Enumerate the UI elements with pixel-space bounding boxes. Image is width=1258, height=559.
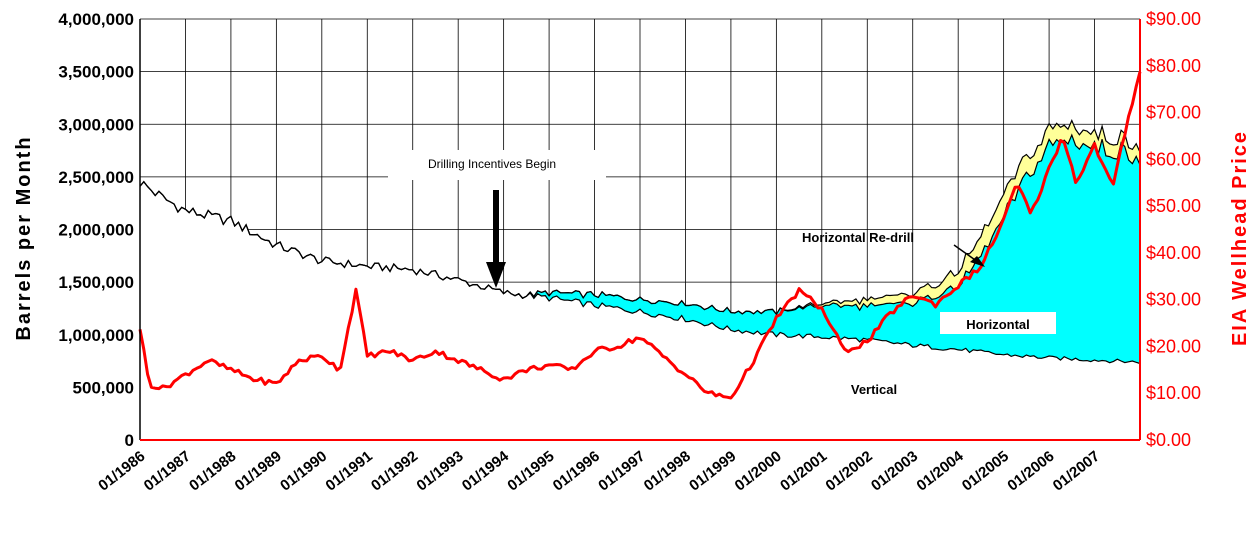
x-tick-label: 01/1992	[368, 448, 421, 495]
y2-tick-label: $10.00	[1146, 383, 1201, 403]
x-tick-label: 01/1993	[413, 448, 466, 495]
x-axis-ticks: 01/198601/198701/198801/198901/199001/19…	[95, 447, 1103, 494]
area-horizontal	[140, 135, 1140, 364]
stacked-areas	[140, 120, 1140, 440]
x-tick-label: 01/1990	[277, 448, 330, 495]
y2-tick-label: $20.00	[1146, 336, 1201, 356]
x-tick-label: 01/2004	[913, 447, 967, 494]
y-axis-ticks: 4,000,000 3,500,000 3,000,000 2,500,000 2,00…	[58, 10, 134, 450]
y-tick-label: 500,000	[73, 378, 134, 397]
x-tick-label: 01/1989	[232, 448, 285, 495]
x-tick-label: 01/2005	[959, 448, 1012, 495]
annotation-drilling-incentives: Drilling Incentives Begin	[388, 150, 606, 288]
redrill-arrow-head	[970, 256, 985, 267]
x-tick-label: 01/1987	[141, 448, 194, 495]
y-tick-label: 1,500,000	[58, 273, 134, 292]
x-tick-label: 01/1991	[323, 448, 376, 495]
x-tick-label: 01/2001	[777, 448, 830, 495]
annotation-drilling-incentives-text: Drilling Incentives Begin	[428, 157, 556, 171]
annotation-horizontal-redrill: Horizontal Re-drill	[802, 230, 985, 267]
axes	[139, 19, 1141, 441]
x-tick-label: 01/1996	[550, 448, 603, 495]
annotation-box	[388, 150, 606, 180]
annotation-vertical-text: Vertical	[851, 382, 897, 397]
y-tick-label: 1,000,000	[58, 326, 134, 345]
series-lines	[138, 71, 1142, 400]
x-tick-label: 01/1998	[641, 448, 694, 495]
y-axis-label: Barrels per Month	[13, 135, 35, 340]
arrow-head	[486, 262, 506, 288]
x-tick-label: 01/2006	[1004, 448, 1057, 495]
y-tick-label: 0	[125, 431, 134, 450]
y2-tick-label: $80.00	[1146, 56, 1201, 76]
annotation-horizontal-box	[940, 312, 1056, 334]
y2-tick-label: $40.00	[1146, 243, 1201, 263]
annotation-horizontal-text: Horizontal	[966, 317, 1030, 332]
series-line-eia-wellhead-price	[138, 71, 1142, 400]
y2-tick-label: $50.00	[1146, 196, 1201, 216]
y-tick-label: 2,000,000	[58, 221, 134, 240]
x-tick-label: 01/1999	[686, 448, 739, 495]
x-tick-label: 01/1988	[186, 448, 239, 495]
annotation-redrill-text: Horizontal Re-drill	[802, 230, 914, 245]
x-tick-label: 01/2000	[732, 448, 785, 495]
x-tick-label: 01/2007	[1050, 448, 1103, 495]
x-tick-label: 01/1994	[459, 447, 513, 494]
y2-tick-label: $30.00	[1146, 290, 1201, 310]
y-tick-label: 3,500,000	[58, 63, 134, 82]
x-tick-label: 01/1997	[595, 448, 648, 495]
y2-tick-label: $70.00	[1146, 103, 1201, 123]
y2-axis-ticks: $90.00 $80.00 $70.00 $60.00 $50.00 $40.00 $30.…	[1146, 9, 1201, 450]
y2-tick-label: $60.00	[1146, 149, 1201, 169]
y-tick-label: 3,000,000	[58, 115, 134, 134]
area-vertical	[140, 181, 1140, 440]
x-tick-label: 01/1986	[95, 448, 148, 495]
x-tick-label: 01/2003	[868, 448, 921, 495]
y-tick-label: 2,500,000	[58, 168, 134, 187]
x-tick-label: 01/1995	[504, 448, 557, 495]
y-tick-label: 4,000,000	[58, 10, 134, 29]
series-line-horizontal-redrill	[139, 118, 1141, 316]
y2-axis-label: EIA Wellhead Price	[1229, 130, 1251, 346]
annotation-horizontal: Horizontal	[940, 312, 1056, 334]
x-tick-label: 01/2002	[823, 448, 876, 495]
y2-tick-label: $90.00	[1146, 9, 1201, 29]
y2-tick-label: $0.00	[1146, 430, 1191, 450]
